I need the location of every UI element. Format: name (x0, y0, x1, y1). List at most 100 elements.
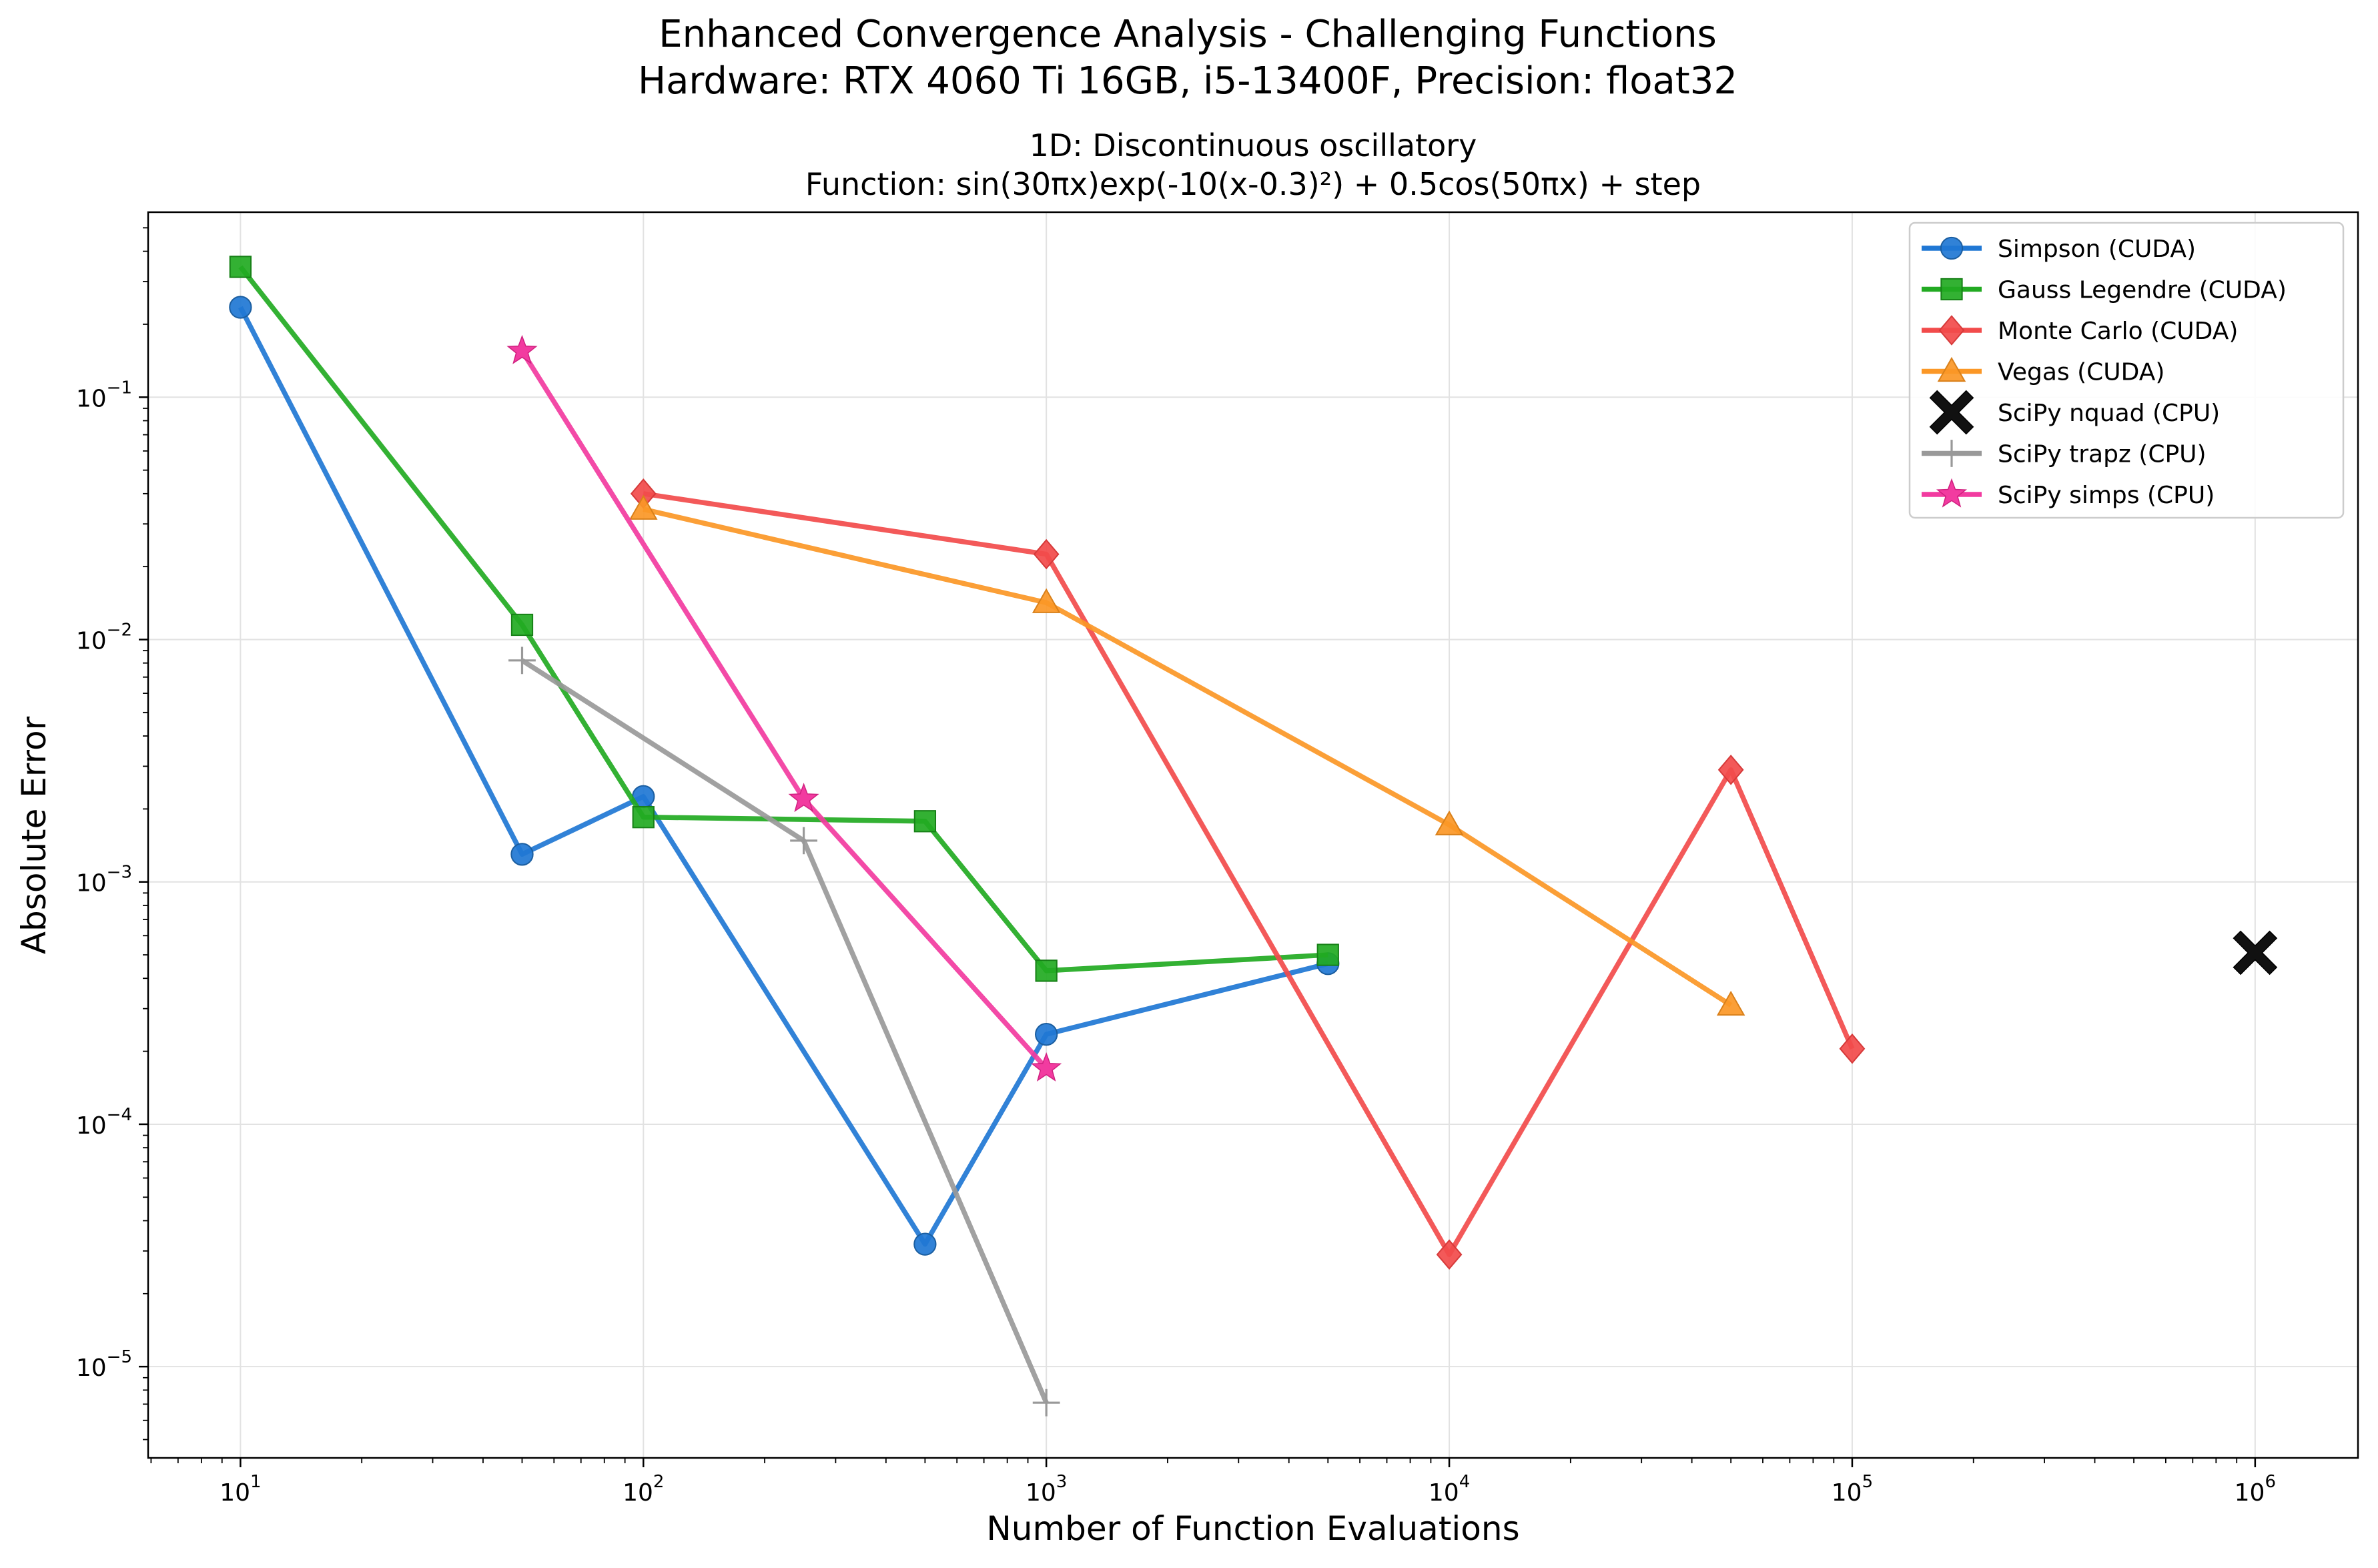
legend-entries: Simpson (CUDA) Gauss Legendre (CUDA) Monte… (1922, 236, 2287, 509)
figure-suptitle-line1: Enhanced Convergence Analysis - Challeng… (659, 13, 1717, 56)
y-tick-label-base: 10 (76, 870, 107, 897)
legend-entry-simpson-cuda: Simpson (CUDA) (1922, 236, 2196, 263)
data-point-scipy-nquad-cpu (2233, 930, 2278, 975)
legend-entry-scipy-nquad-cpu: SciPy nquad (CPU) (1929, 390, 2220, 435)
y-tick-label: 10−4 (76, 1105, 132, 1140)
legend-swatch-marker (1938, 440, 1966, 467)
y-tick-label: 10−1 (76, 378, 132, 412)
series-line-vegas-cuda (643, 506, 1733, 1008)
legend-label: SciPy trapz (CPU) (1998, 441, 2207, 468)
y-tick-label: 10−2 (76, 621, 132, 655)
legend-label: SciPy simps (CPU) (1998, 482, 2215, 509)
x-axis-label: Number of Function Evaluations (986, 1509, 1519, 1548)
legend-entry-scipy-simps-cpu: SciPy simps (CPU) (1922, 478, 2215, 509)
y-tick-label-base: 10 (76, 1112, 107, 1140)
legend: Simpson (CUDA) Gauss Legendre (CUDA) Monte… (1908, 222, 2345, 519)
x-tick-label: 104 (1429, 1472, 1470, 1507)
x-tick-label-base: 10 (1429, 1479, 1459, 1507)
series-simpson-cuda (229, 296, 1340, 1256)
legend-entry-monte-carlo-cuda: Monte Carlo (CUDA) (1922, 315, 2238, 346)
data-point-scipy-trapz-cpu (508, 647, 536, 675)
data-point-monte-carlo-cuda (1717, 754, 1744, 785)
x-tick-label-exponent: 2 (653, 1472, 665, 1492)
x-tick-label-base: 10 (623, 1479, 653, 1507)
legend-entry-scipy-trapz-cpu: SciPy trapz (CPU) (1922, 440, 2207, 468)
legend-label: SciPy nquad (CPU) (1998, 400, 2220, 427)
series-layer (229, 256, 2278, 1417)
data-point-gauss-legendre-cuda (229, 256, 252, 278)
legend-swatch-marker (1936, 478, 1968, 508)
data-point-gauss-legendre-cuda (1035, 959, 1058, 982)
x-tick-label-exponent: 3 (1056, 1472, 1068, 1492)
x-tick-label: 106 (2235, 1472, 2276, 1507)
x-tick-label-base: 10 (1832, 1479, 1862, 1507)
x-tick-label-base: 10 (2235, 1479, 2265, 1507)
legend-swatch-marker (1937, 356, 1966, 382)
data-point-monte-carlo-cuda (1436, 1239, 1463, 1270)
chart-title-line2: Function: sin(30πx)exp(-10(x-0.3)²) + 0.… (805, 166, 1701, 202)
data-point-gauss-legendre-cuda (510, 613, 534, 637)
legend-frame (1908, 222, 2345, 519)
data-point-gauss-legendre-cuda (1316, 943, 1339, 966)
data-point-scipy-simps-cpu (788, 783, 819, 812)
x-tick-label-base: 10 (220, 1479, 250, 1507)
data-point-gauss-legendre-cuda (913, 810, 937, 833)
series-line-gauss-legendre-cuda (238, 265, 1328, 973)
y-tick-label: 10−5 (76, 1347, 132, 1382)
legend-swatch-marker (1940, 236, 1964, 260)
data-point-vegas-cuda (1435, 810, 1464, 835)
y-tick-label-exponent: −1 (107, 378, 132, 398)
data-point-gauss-legendre-cuda (632, 806, 655, 829)
data-point-simpson-cuda (510, 843, 534, 866)
series-scipy-simps-cpu (506, 334, 1062, 1082)
legend-label: Monte Carlo (CUDA) (1998, 318, 2238, 345)
legend-swatch-marker (1940, 278, 1963, 301)
x-tick-label: 101 (220, 1472, 261, 1507)
data-point-scipy-simps-cpu (1031, 1052, 1062, 1082)
series-line-monte-carlo-cuda (643, 491, 1855, 1257)
data-point-vegas-cuda (629, 494, 658, 520)
series-line-simpson-cuda (238, 306, 1329, 1247)
figure-suptitle-line2: Hardware: RTX 4060 Ti 16GB, i5-13400F, P… (638, 59, 1737, 103)
data-point-scipy-trapz-cpu (790, 827, 817, 855)
series-vegas-cuda (629, 494, 1745, 1016)
series-scipy-nquad-cpu (2233, 930, 2278, 975)
series-scipy-trapz-cpu (508, 647, 1060, 1417)
chart-title-line1: 1D: Discontinuous oscillatory (1030, 127, 1477, 163)
y-tick-label-exponent: −5 (107, 1347, 132, 1367)
x-tick-label-exponent: 6 (2265, 1472, 2276, 1492)
legend-swatch-marker (1938, 315, 1965, 346)
y-tick-label-exponent: −4 (107, 1105, 132, 1125)
x-tick-label-exponent: 5 (1862, 1472, 1874, 1492)
data-point-scipy-simps-cpu (506, 334, 538, 364)
y-tick-label-base: 10 (76, 628, 107, 655)
series-gauss-legendre-cuda (229, 256, 1339, 982)
x-tick-label: 103 (1026, 1472, 1067, 1507)
data-point-monte-carlo-cuda (1033, 538, 1060, 570)
data-point-simpson-cuda (229, 296, 252, 319)
legend-entry-gauss-legendre-cuda: Gauss Legendre (CUDA) (1922, 277, 2287, 304)
x-tick-label-base: 10 (1026, 1479, 1056, 1507)
y-tick-label: 10−3 (76, 863, 132, 897)
legend-label: Gauss Legendre (CUDA) (1998, 277, 2287, 304)
legend-swatch-marker (1929, 390, 1974, 435)
x-tick-label-exponent: 1 (250, 1472, 262, 1492)
x-tick-label: 105 (1832, 1472, 1873, 1507)
y-tick-label-base: 10 (76, 385, 107, 412)
data-point-vegas-cuda (1716, 990, 1745, 1016)
legend-label: Simpson (CUDA) (1998, 236, 2196, 263)
y-tick-label-exponent: −3 (107, 863, 132, 883)
y-axis-label: Absolute Error (15, 716, 53, 954)
data-point-simpson-cuda (913, 1232, 937, 1256)
y-tick-label-base: 10 (76, 1354, 107, 1382)
x-tick-label-exponent: 4 (1459, 1472, 1471, 1492)
legend-label: Vegas (CUDA) (1998, 359, 2164, 386)
x-tick-label: 102 (623, 1472, 664, 1507)
data-point-vegas-cuda (1032, 588, 1061, 613)
data-point-simpson-cuda (1035, 1023, 1058, 1046)
axes-frame (147, 211, 2359, 1459)
data-point-monte-carlo-cuda (1839, 1033, 1866, 1064)
data-point-scipy-trapz-cpu (1032, 1389, 1060, 1417)
y-tick-label-exponent: −2 (107, 621, 132, 641)
